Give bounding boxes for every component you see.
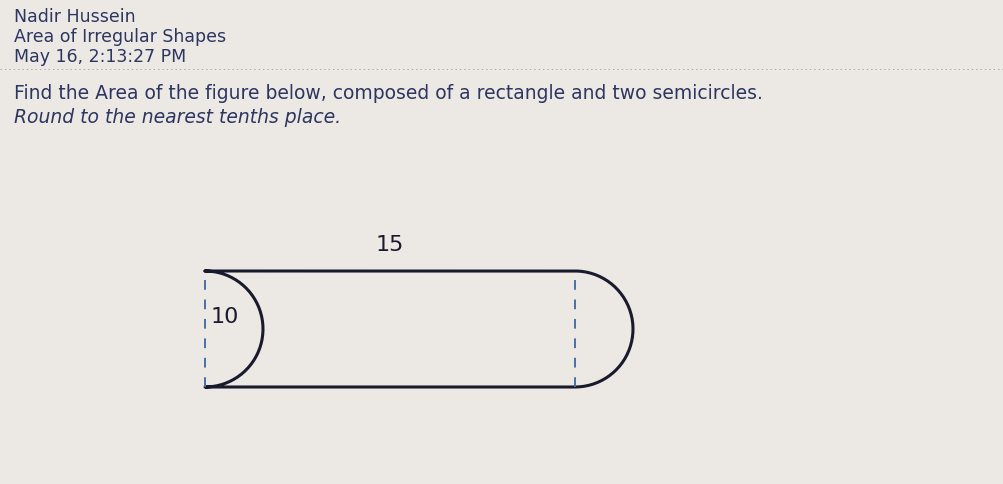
Text: Round to the nearest tenths place.: Round to the nearest tenths place. — [14, 108, 341, 127]
Text: Area of Irregular Shapes: Area of Irregular Shapes — [14, 28, 226, 46]
Text: Find the Area of the figure below, composed of a rectangle and two semicircles.: Find the Area of the figure below, compo… — [14, 84, 762, 103]
Text: 15: 15 — [375, 235, 404, 255]
Text: Nadir Hussein: Nadir Hussein — [14, 8, 135, 26]
Text: May 16, 2:13:27 PM: May 16, 2:13:27 PM — [14, 48, 187, 66]
Text: 10: 10 — [211, 307, 239, 327]
